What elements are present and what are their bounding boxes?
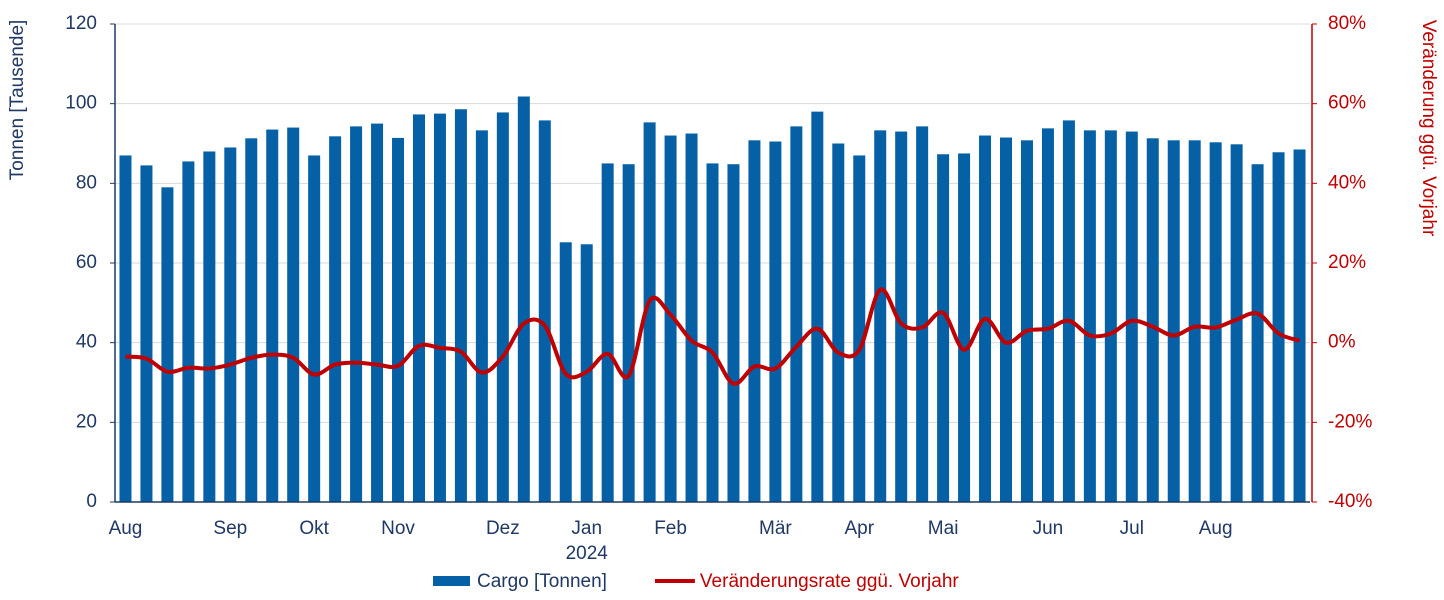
bar [454, 109, 467, 502]
bar [517, 96, 530, 502]
bar [1272, 152, 1285, 502]
x-year-label: 2024 [566, 543, 609, 564]
bar [685, 133, 698, 502]
bar [161, 187, 174, 503]
bar [1083, 130, 1096, 503]
y-tick-label: 60 [76, 252, 97, 273]
bar [371, 123, 384, 502]
x-tick-label: Jul [1120, 518, 1144, 539]
line [125, 287, 1301, 386]
bar [1020, 140, 1033, 502]
bar [538, 120, 551, 502]
legend-swatch [433, 576, 470, 586]
x-tick-label: Sep [213, 518, 247, 539]
x-tick-label: Aug [1199, 518, 1233, 539]
bar [224, 147, 237, 502]
bar [119, 155, 132, 502]
x-tick-label: Jun [1033, 518, 1064, 539]
bar [706, 163, 719, 502]
bar [140, 165, 153, 503]
y-tick-label: 80 [76, 172, 97, 193]
bar [412, 114, 425, 503]
bar [832, 143, 845, 502]
y2-tick-label: 40% [1328, 172, 1366, 193]
bar [643, 122, 656, 502]
x-tick-label: Okt [299, 518, 329, 539]
y2-tick-label: 20% [1328, 252, 1366, 273]
x-tick-label: Jan [571, 518, 602, 539]
bar [727, 164, 740, 503]
bar [895, 131, 908, 503]
bar [664, 135, 677, 503]
y2-axis-title: Veränderung ggü. Vorjahr [1418, 20, 1439, 237]
x-tick-label: Mär [759, 518, 792, 539]
bar [350, 126, 363, 502]
y2-tick-label: -40% [1328, 491, 1372, 512]
bar [1062, 120, 1075, 502]
y-tick-label: 100 [65, 93, 97, 114]
bar [266, 129, 279, 502]
bar [1104, 130, 1117, 503]
bar [622, 164, 635, 503]
bar [790, 126, 803, 502]
y-tick-label: 40 [76, 332, 97, 353]
bar [203, 151, 216, 502]
y2-tick-label: -20% [1328, 411, 1372, 432]
bar [1125, 131, 1138, 503]
bar [769, 141, 782, 502]
bar [1293, 149, 1306, 502]
bar [1167, 140, 1180, 502]
bar [392, 137, 405, 502]
x-tick-label: Nov [381, 518, 415, 539]
bar [1230, 144, 1243, 502]
y2-tick-label: 60% [1328, 93, 1366, 114]
y-tick-label: 0 [86, 491, 97, 512]
x-tick-label: Apr [844, 518, 874, 539]
bar [245, 138, 258, 503]
bar [601, 163, 614, 502]
legend-label: Cargo [Tonnen] [477, 571, 607, 592]
bar [958, 153, 971, 503]
bar [433, 113, 446, 502]
y-tick-label: 120 [65, 13, 97, 34]
bar [182, 161, 195, 503]
bar [748, 140, 761, 502]
legend-label: Veränderungsrate ggü. Vorjahr [700, 571, 959, 592]
bar [1146, 138, 1159, 503]
y2-tick-label: 80% [1328, 13, 1366, 34]
y-axis-title: Tonnen [Tausende] [7, 20, 28, 181]
x-tick-label: Dez [486, 518, 520, 539]
bar [329, 136, 342, 502]
bar [916, 126, 929, 502]
bar [308, 155, 321, 502]
bar [1000, 137, 1013, 502]
bar [937, 154, 950, 502]
bar [1209, 142, 1222, 502]
bar [475, 130, 488, 503]
bar [853, 155, 866, 502]
bar [496, 112, 509, 503]
bar [1188, 140, 1201, 502]
bar [874, 130, 887, 503]
x-tick-label: Feb [654, 518, 687, 539]
bar [287, 127, 300, 503]
x-tick-label: Aug [109, 518, 143, 539]
bar [1041, 128, 1054, 502]
bar [1251, 164, 1264, 503]
bar [811, 111, 824, 502]
x-tick-label: Mai [928, 518, 959, 539]
y2-tick-label: 0% [1328, 332, 1356, 353]
y-tick-label: 20 [76, 411, 97, 432]
